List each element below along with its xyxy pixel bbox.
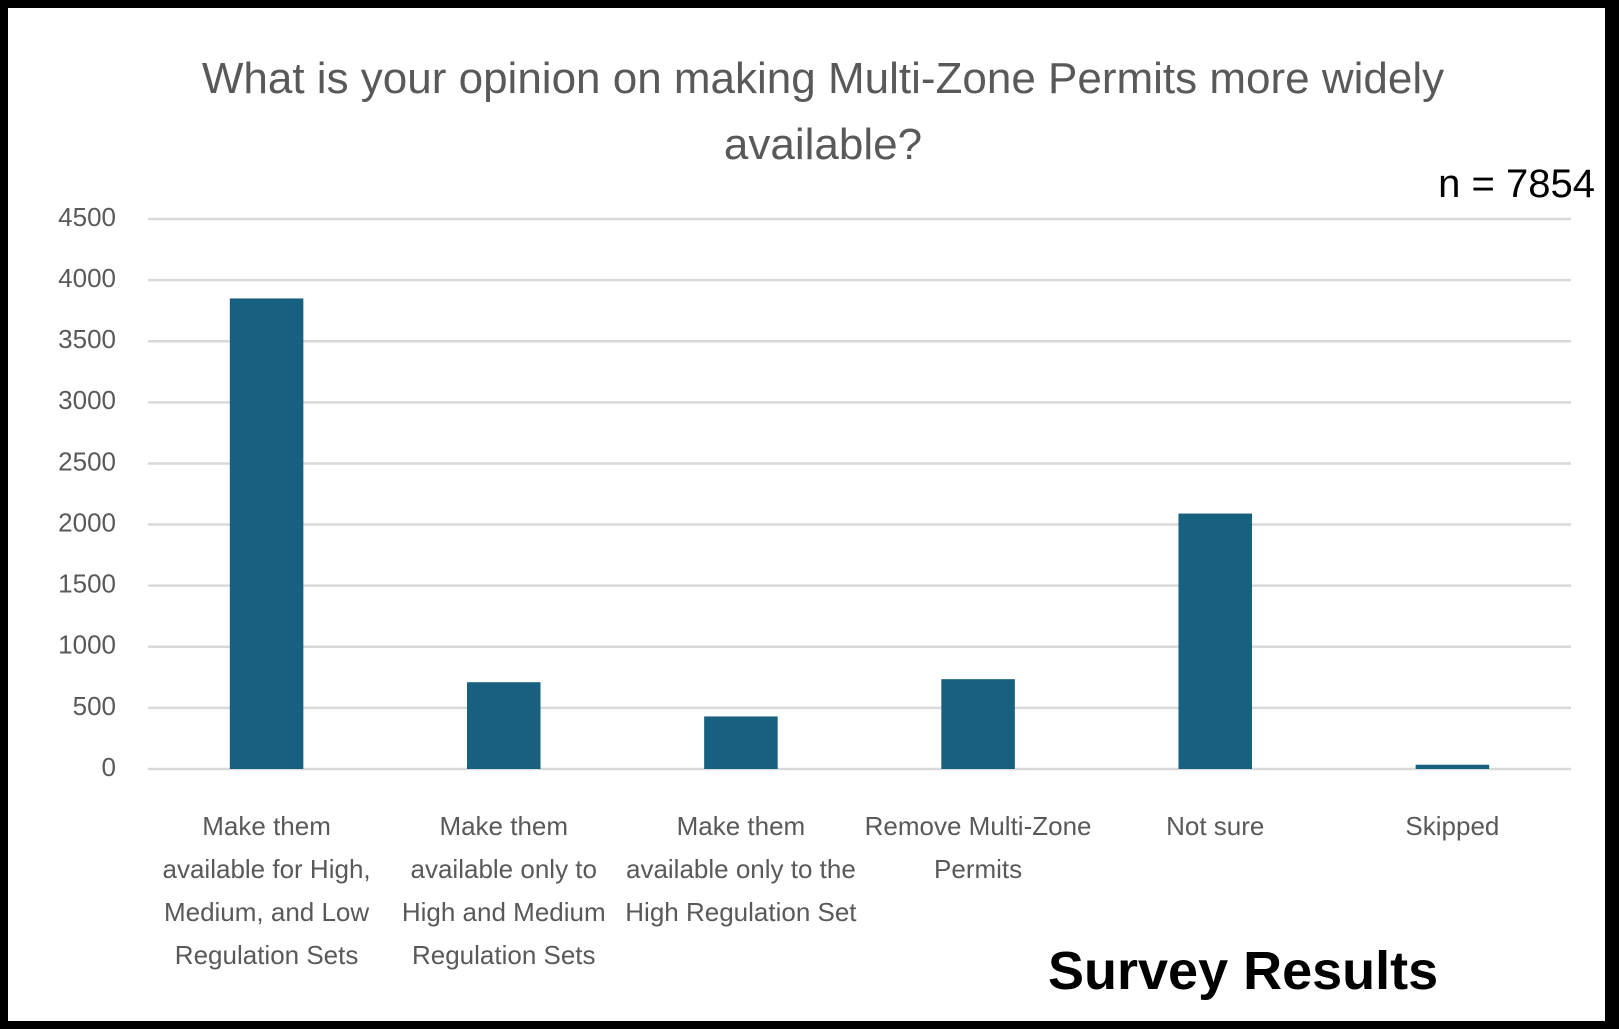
x-tick-label: Remove Multi-Zone Permits xyxy=(864,811,1092,884)
y-tick-label: 500 xyxy=(73,691,116,721)
y-tick-label: 2500 xyxy=(58,446,116,476)
y-tick-label: 2000 xyxy=(58,507,116,537)
y-tick-label: 0 xyxy=(102,752,116,782)
bar xyxy=(704,716,778,769)
chart-frame: 0 500 1000 1500 2000 2500 3000 3500 4000 4500 Wha… xyxy=(8,8,1605,1021)
x-tick-label: Make them available only to High and Med… xyxy=(401,811,606,970)
y-tick-label: 1000 xyxy=(58,630,116,660)
chart: 0 500 1000 1500 2000 2500 3000 3500 4000 4500 xyxy=(58,202,1571,782)
bar xyxy=(1178,513,1253,769)
sample-size: n = 7854 xyxy=(1438,162,1595,206)
bar xyxy=(466,682,541,769)
bar xyxy=(1415,764,1490,769)
x-tick-label: Skipped xyxy=(1405,811,1500,841)
x-tick-label: Make them available for High, Medium, an… xyxy=(162,811,371,970)
chart-title: What is your opinion on making Multi-Zon… xyxy=(201,54,1445,169)
y-tick-label: 3000 xyxy=(58,385,116,415)
caption: Survey Results xyxy=(1048,941,1439,1001)
x-tick-label: Not sure xyxy=(1166,811,1265,841)
y-tick-label: 4500 xyxy=(58,202,116,232)
y-tick-label: 4000 xyxy=(58,263,116,293)
x-tick-label: Make them available only to the High Reg… xyxy=(625,811,857,927)
bar xyxy=(229,298,304,769)
y-tick-label: 3500 xyxy=(58,324,116,354)
y-tick-label: 1500 xyxy=(58,569,116,599)
bar xyxy=(941,679,1015,769)
